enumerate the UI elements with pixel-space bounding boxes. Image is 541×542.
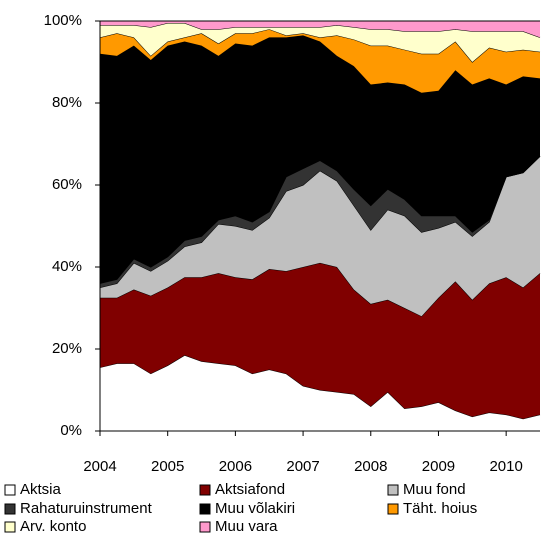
x-tick-label: 2004 — [83, 458, 116, 475]
legend-label: Rahaturuinstrument — [20, 500, 153, 517]
legend-label: Aktsia — [20, 481, 62, 498]
area-fill — [100, 355, 540, 431]
legend-swatch — [199, 521, 211, 533]
y-tick-label: 100% — [44, 12, 82, 29]
x-tick-label: 2010 — [489, 458, 522, 475]
x-tick-label: 2007 — [286, 458, 319, 475]
legend-label: Aktsiafond — [215, 481, 285, 498]
legend-label: Arv. konto — [20, 518, 86, 535]
area-fill — [100, 29, 540, 93]
legend-label: Täht. hoius — [403, 500, 477, 517]
area-fill — [100, 156, 540, 288]
legend-swatch — [387, 484, 399, 496]
y-tick-label: 60% — [52, 176, 82, 193]
area-fill — [100, 262, 540, 419]
y-tick-label: 40% — [52, 258, 82, 275]
area-fill — [100, 23, 540, 62]
legend-swatch — [199, 503, 211, 515]
y-tick-label: 20% — [52, 340, 82, 357]
legend-swatch — [4, 521, 16, 533]
x-tick-label: 2009 — [422, 458, 455, 475]
legend-label: Muu fond — [403, 481, 466, 498]
area-fill — [100, 21, 540, 38]
legend-label: Muu võlakiri — [215, 500, 295, 517]
legend-swatch — [4, 484, 16, 496]
legend-swatch — [4, 503, 16, 515]
legend-swatch — [199, 484, 211, 496]
y-tick-label: 80% — [52, 94, 82, 111]
area-fill — [100, 156, 540, 317]
x-tick-label: 2006 — [219, 458, 252, 475]
x-tick-label: 2005 — [151, 458, 184, 475]
legend-label: Muu vara — [215, 518, 278, 535]
legend-swatch — [387, 503, 399, 515]
y-tick-label: 0% — [60, 422, 82, 439]
x-tick-label: 2008 — [354, 458, 387, 475]
area-fill — [100, 35, 540, 284]
